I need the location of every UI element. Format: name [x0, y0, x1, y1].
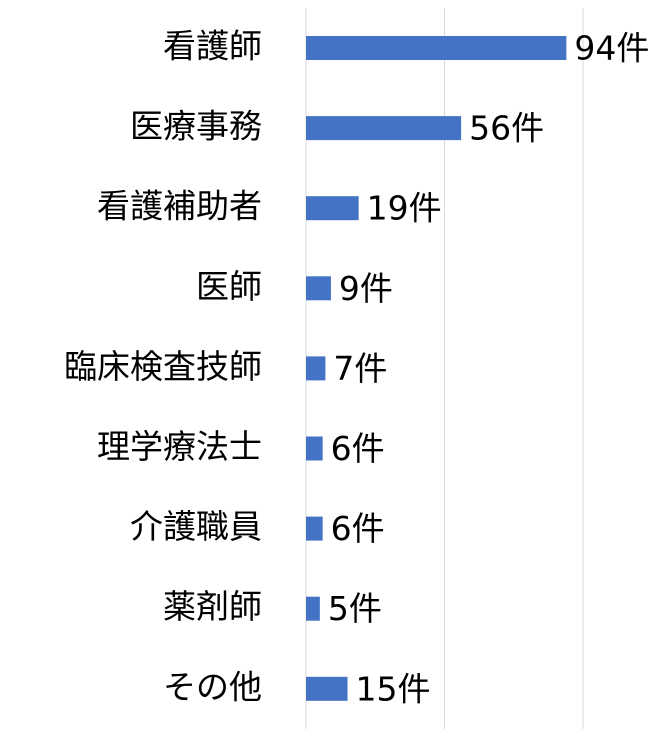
y-tick-label: 理学療法士: [97, 427, 262, 466]
bar: [306, 676, 348, 701]
y-tick-label: 介護職員: [130, 507, 262, 546]
y-tick-label: その他: [163, 667, 262, 706]
bar: [306, 596, 320, 621]
data-label: 15件: [356, 669, 431, 708]
data-label: 9件: [339, 269, 393, 308]
y-tick-label: 臨床検査技師: [64, 347, 262, 386]
bar: [306, 36, 567, 60]
y-tick-label: 医師: [196, 267, 262, 306]
data-label: 5件: [328, 589, 382, 628]
bar: [306, 276, 331, 301]
data-label: 6件: [331, 429, 385, 468]
bar: [306, 196, 359, 221]
bar: [306, 516, 323, 541]
bar: [306, 436, 323, 461]
y-tick-label: 薬剤師: [163, 587, 262, 626]
bar: [306, 116, 462, 141]
data-label: 94件: [574, 29, 649, 68]
data-label: 7件: [333, 349, 387, 388]
y-tick-label: 看護師: [163, 27, 262, 66]
bar: [306, 356, 326, 381]
data-label: 6件: [331, 509, 385, 548]
data-label: 19件: [367, 189, 442, 228]
data-label: 56件: [469, 109, 544, 148]
y-tick-label: 看護補助者: [97, 187, 262, 226]
y-tick-label: 医療事務: [130, 107, 262, 146]
